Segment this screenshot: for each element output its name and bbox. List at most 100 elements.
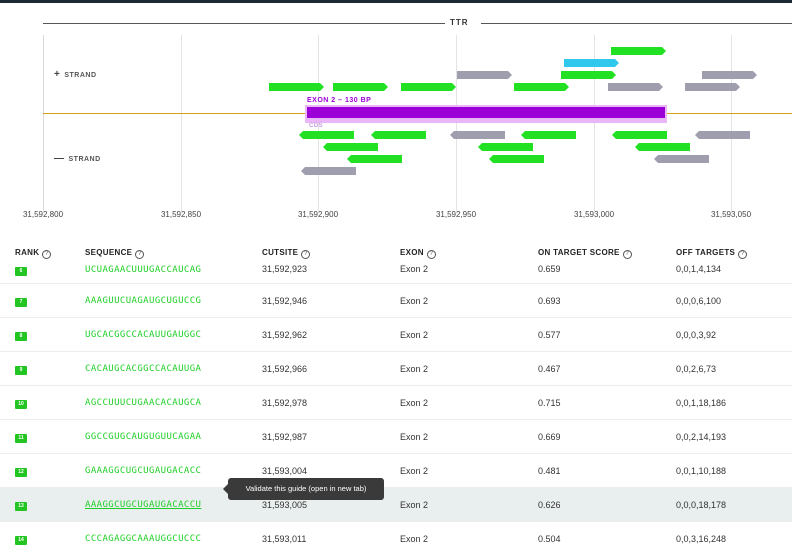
- table-row[interactable]: 9 CACAUGCACGGCCACAUUGA 31,592,966 Exon 2…: [0, 352, 792, 386]
- score-cell: 0.467: [537, 352, 675, 386]
- rank-badge: 10: [15, 400, 27, 409]
- guide-arrow[interactable]: [301, 167, 356, 175]
- rank-badge: 7: [15, 298, 27, 307]
- gene-title: TTR: [447, 18, 472, 27]
- help-icon[interactable]: ?: [427, 250, 436, 259]
- help-icon[interactable]: ?: [135, 250, 144, 259]
- table-row[interactable]: 6 UCUAGAACUUUGACCAUCAG 31,592,923 Exon 2…: [0, 263, 792, 284]
- sequence-link[interactable]: CACAUGCACGGCCACAUUGA: [85, 364, 201, 374]
- score-cell: 0.577: [537, 318, 675, 352]
- guide-arrow[interactable]: [323, 143, 378, 151]
- sequence-link[interactable]: AGCCUUUCUGAACACAUGCA: [85, 398, 201, 408]
- off-targets-cell: 0,0,2,6,73: [675, 352, 792, 386]
- exon-cell: Exon 2: [399, 420, 537, 454]
- help-icon[interactable]: ?: [623, 250, 632, 259]
- table-row[interactable]: 10 AGCCUUUCUGAACACAUGCA 31,592,978 Exon …: [0, 386, 792, 420]
- off-targets-cell: 0,0,0,18,178: [675, 488, 792, 522]
- exon-bar[interactable]: [307, 107, 665, 118]
- gridline: [731, 35, 732, 211]
- guide-arrow[interactable]: [347, 155, 402, 163]
- exon-cell: Exon 2: [399, 488, 537, 522]
- table-row[interactable]: 12 GAAAGGCUGCUGAUGACACC 31,593,004 Exon …: [0, 454, 792, 488]
- table-row[interactable]: 7 AAAGUUCUAGAUGCUGUCCG 31,592,946 Exon 2…: [0, 284, 792, 318]
- sequence-link[interactable]: AAAGUUCUAGAUGCUGUCCG: [85, 296, 201, 306]
- axis-tick: 31,592,850: [161, 210, 201, 219]
- guide-arrow[interactable]: [514, 83, 569, 91]
- guide-arrow[interactable]: [685, 83, 740, 91]
- table-row[interactable]: 11 GGCCGUGCAUGUGUUCAGAA 31,592,987 Exon …: [0, 420, 792, 454]
- rank-badge: 11: [15, 434, 27, 443]
- help-icon[interactable]: ?: [301, 250, 310, 259]
- off-targets-cell: 0,0,2,14,193: [675, 420, 792, 454]
- axis-tick: 31,593,050: [711, 210, 751, 219]
- guide-arrow[interactable]: [654, 155, 709, 163]
- table-row[interactable]: 13 AAAGGCUGCUGAUGACACCU 31,593,005 Exon …: [0, 488, 792, 522]
- sequence-link[interactable]: UCUAGAACUUUGACCAUCAG: [85, 265, 201, 275]
- sequence-header: SEQUENCE?: [84, 244, 261, 263]
- track-frame: [43, 35, 44, 211]
- sequence-link[interactable]: GAAAGGCUGCUGAUGACACC: [85, 466, 201, 476]
- plus-icon: +: [54, 69, 60, 80]
- cutsite-cell: 31,592,923: [261, 263, 399, 284]
- guide-arrow[interactable]: [702, 71, 757, 79]
- rank-badge: 6: [15, 267, 27, 276]
- guide-arrow[interactable]: [612, 131, 667, 139]
- guide-arrow[interactable]: [371, 131, 426, 139]
- cutsite-cell: 31,592,987: [261, 420, 399, 454]
- plus-strand-label: + STRAND: [54, 69, 97, 80]
- off-targets-cell: 0,0,3,16,248: [675, 522, 792, 555]
- sequence-link[interactable]: UGCACGGCCACAUUGAUGGC: [85, 330, 201, 340]
- table-row[interactable]: 8 UGCACGGCCACAUUGAUGGC 31,592,962 Exon 2…: [0, 318, 792, 352]
- guides-table: RANK? SEQUENCE? CUTSITE? EXON? ON TARGET…: [0, 244, 792, 555]
- guide-arrow[interactable]: [564, 59, 619, 67]
- score-cell: 0.715: [537, 386, 675, 420]
- cutsite-cell: 31,592,962: [261, 318, 399, 352]
- table-row[interactable]: 14 CCCAGAGGCAAAUGGCUCCC 31,593,011 Exon …: [0, 522, 792, 555]
- guide-arrow[interactable]: [489, 155, 544, 163]
- off-targets-cell: 0,0,1,4,134: [675, 263, 792, 284]
- guide-arrow[interactable]: [521, 131, 576, 139]
- score-cell: 0.626: [537, 488, 675, 522]
- exon-cell: Exon 2: [399, 522, 537, 555]
- exon-cell: Exon 2: [399, 454, 537, 488]
- axis-tick: 31,593,000: [574, 210, 614, 219]
- gene-line-left: [43, 23, 445, 24]
- gridline: [181, 35, 182, 211]
- cutsite-header: CUTSITE?: [261, 244, 399, 263]
- rank-badge: 13: [15, 502, 27, 511]
- minus-icon: —: [54, 153, 65, 164]
- help-icon[interactable]: ?: [42, 250, 51, 259]
- off-targets-header: OFF TARGETS?: [675, 244, 792, 263]
- off-targets-cell: 0,0,1,10,188: [675, 454, 792, 488]
- guide-arrow[interactable]: [457, 71, 512, 79]
- sequence-link[interactable]: CCCAGAGGCAAAUGGCUCCC: [85, 534, 201, 544]
- help-icon[interactable]: ?: [738, 250, 747, 259]
- guide-arrow[interactable]: [478, 143, 533, 151]
- axis-tick: 31,592,900: [298, 210, 338, 219]
- exon-cell: Exon 2: [399, 284, 537, 318]
- off-targets-cell: 0,0,1,18,186: [675, 386, 792, 420]
- score-cell: 0.693: [537, 284, 675, 318]
- guide-arrow[interactable]: [635, 143, 690, 151]
- genome-browser: TTR +STRAND —STRAND EXON 2 – 130 BP CDS: [0, 3, 792, 210]
- sequence-link[interactable]: AAAGGCUGCUGAUGACACCU: [85, 500, 201, 510]
- guide-arrow[interactable]: [401, 83, 456, 91]
- score-cell: 0.669: [537, 420, 675, 454]
- guide-arrow[interactable]: [695, 131, 750, 139]
- guide-arrow[interactable]: [611, 47, 666, 55]
- guide-arrow[interactable]: [450, 131, 505, 139]
- sequence-link[interactable]: GGCCGUGCAUGUGUUCAGAA: [85, 432, 201, 442]
- exon-cell: Exon 2: [399, 386, 537, 420]
- guide-arrow[interactable]: [561, 71, 616, 79]
- guide-arrow[interactable]: [269, 83, 324, 91]
- validate-tooltip: Validate this guide (open in new tab): [228, 478, 384, 500]
- axis-tick: 31,592,950: [436, 210, 476, 219]
- exon-label: EXON 2 – 130 BP: [307, 97, 371, 104]
- score-cell: 0.481: [537, 454, 675, 488]
- rank-badge: 14: [15, 536, 27, 545]
- on-target-header: ON TARGET SCORE?: [537, 244, 675, 263]
- guide-arrow[interactable]: [608, 83, 663, 91]
- plus-strand-text: STRAND: [64, 72, 96, 79]
- guide-arrow[interactable]: [333, 83, 388, 91]
- guide-arrow[interactable]: [299, 131, 354, 139]
